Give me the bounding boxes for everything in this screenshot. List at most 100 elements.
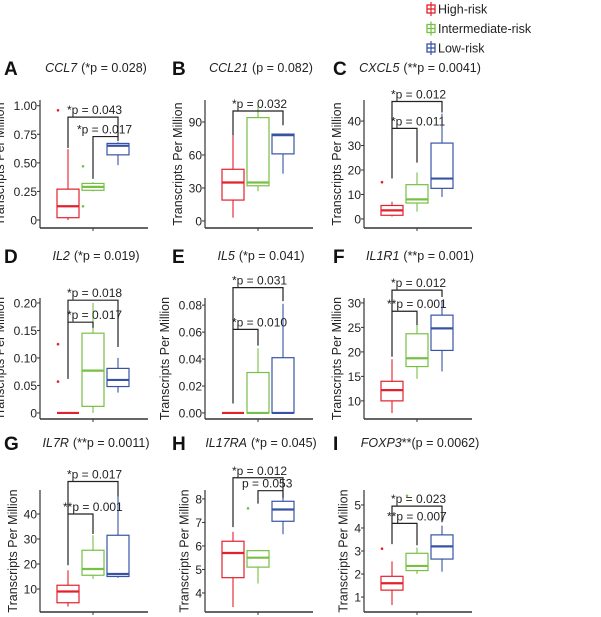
outlier-point — [56, 380, 60, 383]
panel-title: FOXP3**(p = 0.0062) — [361, 436, 479, 450]
y-tick-label: 1 — [354, 591, 361, 605]
y-tick-label: 0 — [30, 406, 37, 420]
panel-title: IL2 (*p = 0.019) — [52, 249, 139, 263]
y-tick-label: 30 — [348, 139, 362, 153]
y-tick-label: 0.02 — [179, 379, 203, 393]
legend-item: Low-risk — [426, 41, 485, 56]
bracket-p-value: *p = 0.010 — [232, 315, 287, 329]
bracket-p-value: *p = 0.017 — [67, 308, 122, 322]
box — [81, 549, 105, 576]
gene-name: IL2 — [52, 249, 69, 263]
y-tick-label: 30 — [189, 181, 203, 195]
y-tick-label: 0.10 — [14, 351, 38, 365]
outlier-point — [81, 164, 85, 168]
y-axis-label: Transcripts Per Million — [0, 297, 7, 420]
panel-title: CCL21 (p = 0.082) — [209, 61, 313, 75]
outlier-point — [380, 180, 384, 184]
gene-name: FOXP3 — [361, 436, 402, 450]
legend-item: High-risk — [426, 2, 488, 17]
panel-title: IL7R (**p = 0.0011) — [43, 436, 150, 450]
y-tick-label: 90 — [189, 115, 203, 129]
significance-bracket — [391, 289, 443, 312]
y-tick-label: 0 — [30, 214, 37, 228]
bracket-p-value: *p = 0.031 — [232, 274, 287, 288]
y-tick-label: 30 — [348, 296, 362, 310]
box-intermediate-risk — [246, 507, 270, 584]
box — [56, 584, 80, 604]
box-high-risk — [56, 108, 80, 220]
panel-letter: G — [4, 434, 19, 455]
y-tick-label: 0.50 — [14, 156, 38, 170]
box — [106, 142, 130, 156]
box — [271, 357, 295, 414]
box — [271, 133, 295, 155]
box-high-risk — [221, 531, 245, 608]
box — [221, 168, 245, 201]
bracket-p-value: *p = 0.023 — [391, 492, 446, 506]
y-tick-label: 20 — [348, 163, 362, 177]
outlier-point — [246, 507, 250, 510]
box-intermediate-risk — [405, 494, 429, 575]
bracket-p-value: *p = 0.017 — [67, 468, 122, 482]
y-tick-label: 5 — [354, 498, 361, 512]
y-tick-label: 40 — [348, 115, 362, 129]
box-low-risk — [106, 496, 130, 578]
bracket-p-value: **p = 0.007 — [387, 509, 447, 523]
y-axis-label: Transcripts Per Million — [178, 489, 192, 612]
y-tick-label: 30 — [24, 533, 38, 547]
y-tick-label: 0.20 — [14, 296, 38, 310]
box-intermediate-risk — [81, 535, 105, 579]
significance-bracket — [232, 287, 284, 330]
panel-e: E IL5 (*p = 0.041) 0.00 0.02 0.04 0.06 0.08 Tran… — [158, 247, 313, 422]
box — [405, 552, 429, 572]
overall-p-value: (**p = 0.0011) — [73, 436, 150, 450]
significance-bracket — [391, 522, 418, 546]
panel-title: IL5 (*p = 0.041) — [217, 249, 304, 263]
outlier-point — [56, 108, 60, 112]
panel-title: CXCL5 (**p = 0.0041) — [359, 61, 481, 75]
significance-bracket — [232, 110, 284, 136]
significance-bracket — [391, 505, 443, 524]
box — [246, 116, 270, 187]
panel-title: IL1R1 (**p = 0.001) — [366, 249, 474, 263]
overall-p-value: (p = 0.082) — [252, 61, 313, 75]
box-high-risk — [380, 180, 404, 217]
box-low-risk — [271, 133, 295, 174]
panel-letter: B — [172, 59, 186, 80]
gene-name: IL17RA — [205, 436, 247, 450]
y-tick-label: 10 — [348, 394, 362, 408]
bracket-p-value: *p = 0.017 — [77, 123, 132, 137]
y-axis-label: Transcripts Per Million — [330, 102, 344, 225]
y-tick-label: 3 — [354, 545, 361, 559]
y-tick-label: 10 — [348, 188, 362, 202]
y-axis-label: Transcripts Per Million — [171, 102, 185, 225]
box — [106, 534, 130, 578]
significance-bracket — [67, 480, 119, 514]
y-axis-label: Transcripts Per Million — [0, 102, 7, 225]
box-high-risk — [380, 359, 404, 414]
box-low-risk — [430, 113, 454, 197]
gene-name: IL1R1 — [366, 249, 399, 263]
y-tick-label: 6 — [195, 539, 202, 553]
y-axis-label: Transcripts Per Million — [330, 297, 344, 420]
panel-letter: C — [333, 59, 347, 80]
overall-p-value: (*p = 0.019) — [74, 249, 140, 263]
box-high-risk — [221, 135, 245, 218]
outlier-point — [405, 494, 409, 498]
box-low-risk — [106, 142, 130, 166]
box — [221, 540, 245, 579]
y-tick-label: 1.00 — [14, 99, 38, 113]
y-tick-label: 0.08 — [179, 299, 203, 313]
significance-bracket — [232, 328, 259, 404]
outlier-point — [380, 547, 384, 550]
y-tick-label: 0 — [354, 212, 361, 226]
bracket-p-value: *p = 0.012 — [232, 464, 287, 478]
outlier-point — [81, 204, 85, 208]
box — [246, 371, 270, 414]
box — [430, 142, 454, 189]
y-tick-label: 25 — [348, 321, 362, 335]
box — [271, 500, 295, 522]
box-high-risk — [56, 570, 80, 607]
